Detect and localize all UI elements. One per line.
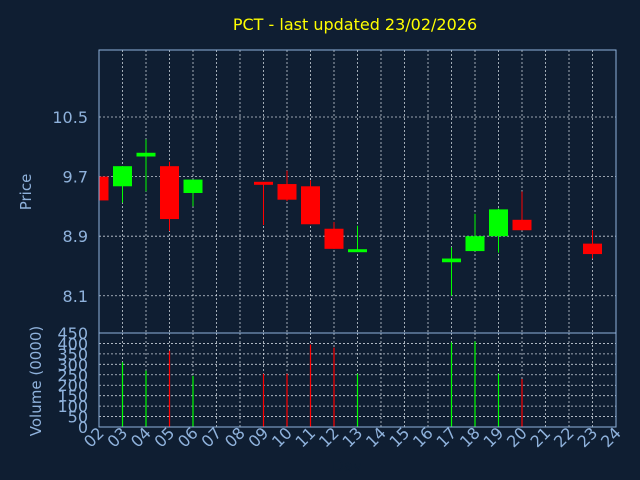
- candle-body: [113, 166, 132, 187]
- volume-tick-label: 250: [57, 366, 88, 385]
- candle: [301, 180, 320, 225]
- candle-body: [277, 184, 297, 200]
- candle: [442, 247, 461, 296]
- x-ticks: 0203040506070809101112131415161718192021…: [80, 423, 625, 451]
- candle-body: [489, 209, 508, 237]
- candle-body: [512, 219, 532, 231]
- volume-axis-label: Volume (0000): [27, 326, 45, 436]
- candle-body: [183, 179, 203, 193]
- volume-tick-label: 0: [78, 418, 88, 437]
- candle-body: [136, 152, 156, 157]
- candle-body: [348, 249, 367, 253]
- volume-tick-label: 50: [68, 408, 88, 427]
- candle: [113, 166, 132, 203]
- candle: [583, 230, 602, 259]
- price-candles: [98, 139, 602, 296]
- x-axis-label: Day: [332, 457, 362, 475]
- candle: [489, 208, 508, 253]
- candle: [277, 170, 297, 202]
- candle: [348, 225, 367, 253]
- candle-body: [442, 258, 461, 263]
- candle-body: [324, 228, 344, 249]
- candle-body: [465, 236, 485, 252]
- price-tick-label: 8.1: [63, 287, 88, 306]
- volume-tick-label: 450: [57, 324, 88, 343]
- volume-bars: [121, 341, 523, 427]
- price-axis-label: Price: [17, 174, 35, 211]
- price-tick-label: 8.9: [63, 227, 88, 246]
- candle: [465, 213, 485, 252]
- candle: [136, 139, 156, 192]
- price-tick-label: 9.7: [63, 168, 88, 187]
- chart-title: PCT - last updated 23/02/2026: [233, 15, 477, 34]
- volume-tick-label: 100: [57, 397, 88, 416]
- candle: [98, 172, 109, 201]
- candle: [324, 222, 344, 249]
- candle: [512, 191, 532, 231]
- candle: [254, 181, 273, 226]
- volume-panel-frame: [98, 332, 617, 428]
- candle-body: [301, 186, 320, 225]
- volume-tick-label: 300: [57, 355, 88, 374]
- volume-tick-label: 150: [57, 387, 88, 406]
- candle-body: [99, 176, 109, 201]
- volume-tick-label: 200: [57, 376, 88, 395]
- price-y-ticks: 8.1 8.9 9.7 10.5: [52, 108, 88, 306]
- candle: [183, 179, 203, 207]
- volume-tick-label: 350: [57, 345, 88, 364]
- candle: [160, 161, 179, 231]
- candle-body: [160, 166, 179, 220]
- candle-body: [254, 181, 273, 185]
- volume-tick-label: 400: [57, 334, 88, 353]
- price-tick-label: 10.5: [52, 108, 88, 127]
- candle-body: [583, 243, 602, 255]
- x-tick-label: 24: [597, 423, 625, 451]
